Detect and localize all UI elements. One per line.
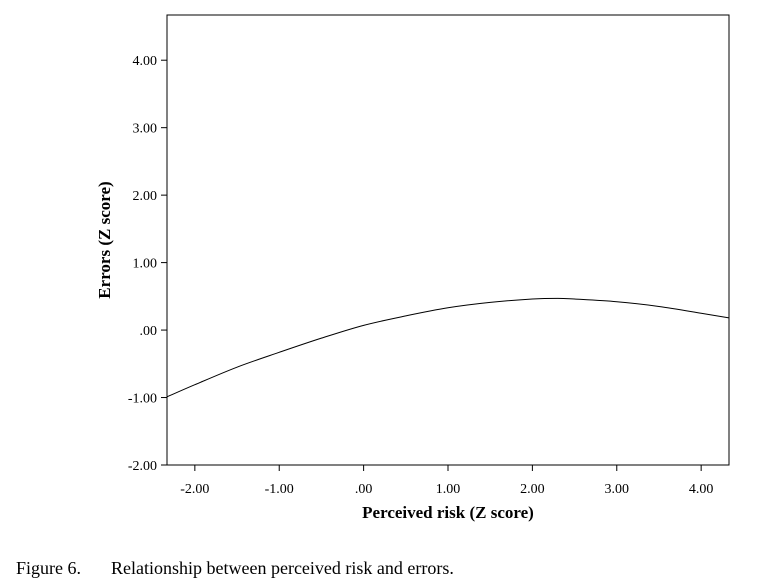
- series-line: [166, 297, 730, 398]
- x-tick-label: 4.00: [689, 482, 714, 497]
- plot-area-frame: [166, 14, 730, 466]
- y-tick-label: -2.00: [128, 459, 157, 474]
- y-axis-title: Errors (Z score): [95, 181, 114, 298]
- x-tick-label: 1.00: [436, 482, 461, 497]
- y-tick-label: 1.00: [133, 257, 158, 272]
- y-tick-label: 3.00: [133, 122, 158, 137]
- x-tick-label: 3.00: [605, 482, 630, 497]
- x-tick-label: .00: [355, 482, 373, 497]
- y-tick-label: .00: [140, 324, 158, 339]
- figure-caption-text: Relationship between perceived risk and …: [111, 558, 454, 578]
- y-axis: -2.00 -1.00 .00 1.00 2.00 3.00 4.00: [128, 54, 167, 474]
- x-axis: -2.00 -1.00 .00 1.00 2.00 3.00 4.00: [180, 465, 713, 497]
- y-tick-label: 2.00: [133, 189, 158, 204]
- figure-caption: Figure 6. Relationship between perceived …: [16, 558, 454, 579]
- figure-caption-label: Figure 6.: [16, 558, 81, 578]
- x-tick-label: -2.00: [180, 482, 209, 497]
- y-tick-label: 4.00: [133, 54, 158, 69]
- x-tick-label: 2.00: [520, 482, 545, 497]
- x-tick-label: -1.00: [265, 482, 294, 497]
- y-tick-label: -1.00: [128, 392, 157, 407]
- x-axis-title: Perceived risk (Z score): [362, 503, 534, 522]
- chart: -2.00 -1.00 .00 1.00 2.00 3.00 4.00 -2.00 -1.00…: [95, 14, 730, 522]
